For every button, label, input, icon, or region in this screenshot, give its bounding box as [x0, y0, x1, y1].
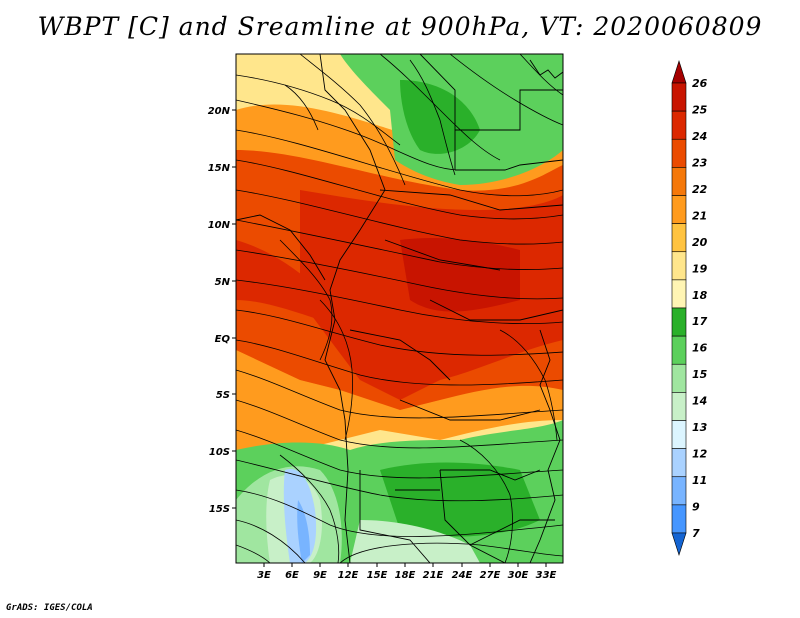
streamlines [236, 54, 563, 563]
field-dark-green-north [400, 80, 480, 154]
footer-credit: GrADS: IGES/COLA [6, 603, 93, 613]
lat-label: 10N [208, 220, 231, 231]
colorbar-label: 7 [692, 527, 700, 540]
colorbar: 26 25 24 23 22 21 20 19 18 17 16 15 14 13 12 11 9 7 [671, 60, 708, 556]
lat-axis: 20N 15N 10N 5N EQ 5S 10S 15S [208, 106, 236, 515]
lat-label: 5N [215, 277, 231, 288]
lon-label: 18E [395, 570, 416, 581]
colorbar-swatch [671, 167, 687, 196]
colorbar-swatch [671, 335, 687, 365]
colorbar-label: 21 [692, 209, 707, 222]
colorbar-swatch [671, 392, 687, 421]
colorbar-label: 12 [692, 448, 708, 461]
colorbar-label: 9 [692, 501, 700, 514]
colorbar-label: 26 [692, 77, 708, 90]
lon-label: 12E [338, 570, 359, 581]
colorbar-label: 23 [692, 156, 708, 169]
colorbar-swatch [671, 251, 687, 281]
colorbar-swatch [671, 223, 687, 253]
field-dark-green-south [380, 462, 540, 537]
field-blue [297, 500, 310, 563]
colorbar-label: 16 [692, 342, 708, 355]
field-red-west [236, 240, 330, 320]
colorbar-swatch [671, 363, 687, 393]
colorbar-swatch [671, 195, 687, 224]
colorbar-swatch [671, 504, 687, 534]
map-frame [235, 53, 564, 564]
boundaries [236, 54, 563, 563]
colorbar-bottom-arrow [671, 532, 687, 556]
colorbar-top-arrow [671, 60, 687, 84]
lat-label: 10S [209, 447, 230, 458]
lon-label: 3E [257, 570, 271, 581]
lat-label: 15S [209, 504, 230, 515]
colorbar-swatch [671, 138, 687, 168]
colorbar-swatch [671, 110, 687, 140]
colorbar-label: 19 [692, 262, 708, 275]
colorbar-swatch [671, 82, 687, 112]
colorbar-swatch [671, 279, 687, 309]
lon-label: 30E [508, 570, 529, 581]
lon-axis: 3E 6E 9E 12E 15E 18E 21E 24E 27E 30E 33E [257, 563, 557, 581]
lat-label: 20N [208, 106, 231, 117]
colorbar-label: 22 [692, 183, 708, 196]
lon-label: 6E [285, 570, 299, 581]
colorbar-label: 25 [692, 103, 708, 116]
colorbar-swatch [671, 307, 687, 337]
lat-label: 15N [208, 163, 231, 174]
colorbar-swatch [671, 448, 687, 478]
lon-label: 33E [536, 570, 557, 581]
field-dark-red [400, 238, 520, 312]
lon-label: 27E [480, 570, 501, 581]
colorbar-label: 13 [692, 421, 708, 434]
lon-label: 21E [423, 570, 444, 581]
colorbar-swatch [671, 420, 687, 449]
chart-title: WBPT [C] and Sreamline at 900hPa, VT: 20… [37, 12, 763, 41]
colorbar-label: 20 [692, 236, 708, 249]
colorbar-swatch [671, 476, 687, 506]
colorbar-label: 24 [692, 130, 707, 143]
lat-label: EQ [215, 334, 231, 345]
lon-label: 24E [452, 570, 473, 581]
lon-label: 9E [313, 570, 327, 581]
colorbar-label: 18 [692, 289, 708, 302]
colorbar-label: 17 [692, 315, 708, 328]
lat-label: 5S [216, 390, 230, 401]
colorbar-label: 14 [692, 395, 707, 408]
wbpt-field [236, 54, 563, 563]
colorbar-label: 11 [692, 474, 707, 487]
field-pale-green-south [350, 520, 480, 563]
lon-label: 15E [367, 570, 388, 581]
colorbar-label: 15 [692, 368, 708, 381]
